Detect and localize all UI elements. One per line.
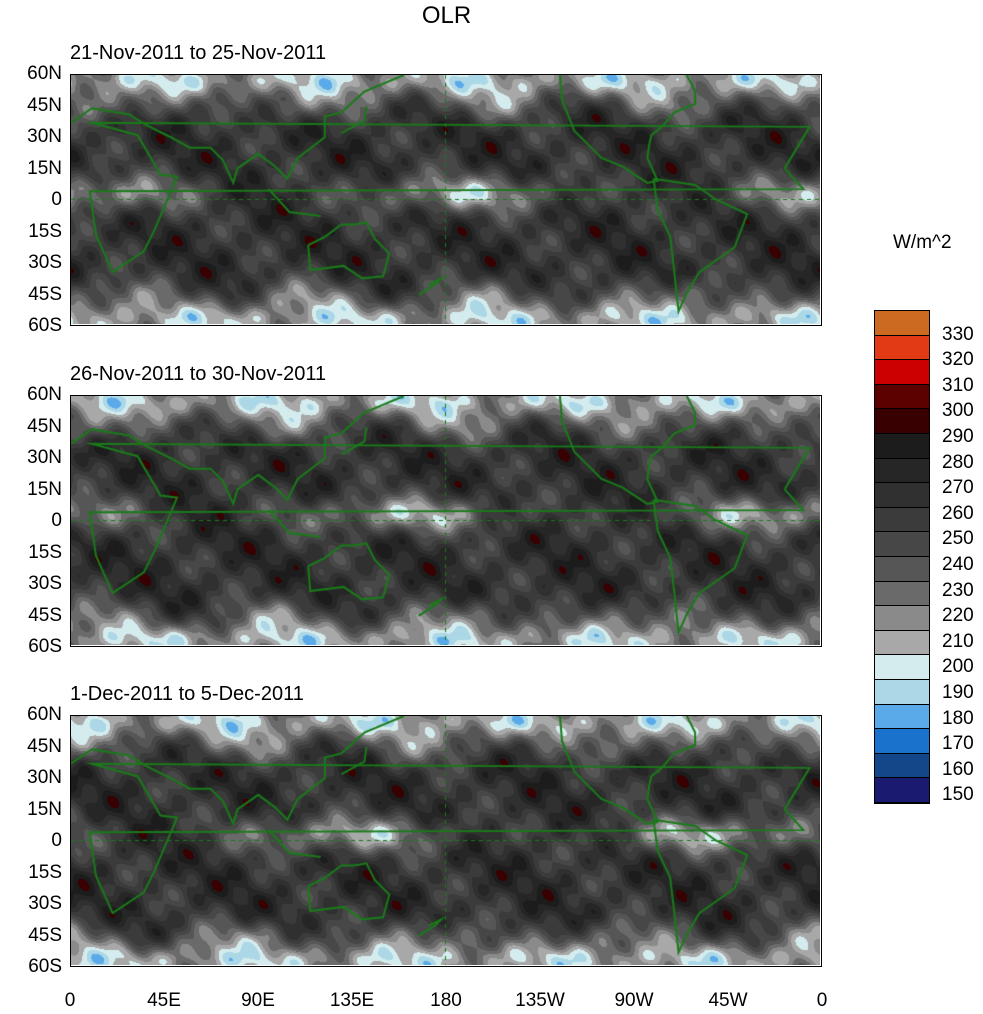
y-tick-label: 30S xyxy=(28,252,62,273)
panel-subtitle: 1-Dec-2011 to 5-Dec-2011 xyxy=(70,683,304,705)
y-tick-label: 15N xyxy=(27,478,62,500)
x-tick-label: 45W xyxy=(708,990,748,1011)
y-tick-label: 0 xyxy=(51,830,62,851)
olr-contour-field xyxy=(71,75,820,324)
chart-title: OLR xyxy=(421,2,472,29)
colorbar-label: 200 xyxy=(942,656,974,678)
x-tick-label: 180 xyxy=(430,990,462,1011)
colorbar-swatch xyxy=(875,630,929,656)
colorbar-swatch xyxy=(875,729,929,754)
y-tick-label: 30S xyxy=(28,893,62,914)
y-tick-label: 15S xyxy=(28,220,62,242)
colorbar-label: 170 xyxy=(942,733,974,755)
olr-map-panel-3 xyxy=(70,715,822,967)
y-tick-label: 30N xyxy=(27,126,62,147)
panel-subtitle: 26-Nov-2011 to 30-Nov-2011 xyxy=(70,363,327,385)
colorbar-swatch xyxy=(875,433,929,459)
y-tick-label: 60S xyxy=(28,956,62,977)
colorbar-swatch xyxy=(875,655,929,680)
y-tick-label: 45N xyxy=(27,94,62,116)
y-tick-label: 45S xyxy=(28,604,62,626)
y-tick-label: 60S xyxy=(28,636,62,657)
colorbar-label: 150 xyxy=(942,784,974,806)
colorbar-label: 220 xyxy=(942,605,974,627)
colorbar-swatch xyxy=(875,704,929,730)
colorbar-swatch xyxy=(875,581,929,607)
colorbar-label: 300 xyxy=(942,400,974,422)
y-tick-label: 15S xyxy=(28,541,62,563)
colorbar-label: 270 xyxy=(942,477,974,499)
colorbar-swatch xyxy=(875,753,929,779)
colorbar-swatch xyxy=(875,360,929,385)
y-tick-label: 60S xyxy=(28,315,62,336)
colorbar-swatch xyxy=(875,409,929,434)
y-tick-label: 30N xyxy=(27,767,62,788)
colorbar-swatch xyxy=(875,458,929,484)
y-tick-label: 60N xyxy=(27,63,62,84)
colorbar-label: 180 xyxy=(942,707,974,729)
y-tick-label: 60N xyxy=(27,384,62,405)
y-tick-label: 45S xyxy=(28,924,62,946)
y-tick-label: 15N xyxy=(27,798,62,820)
x-tick-label: 90W xyxy=(614,990,654,1011)
colorbar-swatch xyxy=(875,778,929,803)
colorbar-label: 230 xyxy=(942,579,974,601)
colorbar-label: 330 xyxy=(942,323,974,345)
colorbar-label: 160 xyxy=(942,758,974,780)
colorbar-label: 290 xyxy=(942,426,974,447)
colorbar-units: W/m^2 xyxy=(893,232,952,253)
olr-contour-field xyxy=(71,396,820,645)
y-tick-label: 45S xyxy=(28,283,62,305)
x-tick-label: 0 xyxy=(64,990,76,1011)
x-tick-label: 135E xyxy=(329,990,375,1011)
x-tick-label: 45E xyxy=(147,990,181,1011)
y-tick-label: 30N xyxy=(27,447,62,468)
colorbar xyxy=(874,310,930,804)
y-tick-label: 15S xyxy=(28,861,62,883)
olr-contour-field xyxy=(71,716,820,965)
y-tick-label: 45N xyxy=(27,415,62,437)
y-tick-label: 45N xyxy=(27,735,62,757)
x-tick-label: 90E xyxy=(241,990,275,1011)
colorbar-label: 240 xyxy=(942,554,974,575)
colorbar-swatch xyxy=(875,507,929,533)
colorbar-label: 310 xyxy=(942,374,974,396)
colorbar-swatch xyxy=(875,532,929,557)
colorbar-swatch xyxy=(875,384,929,410)
x-tick-label: 0 xyxy=(816,990,828,1011)
colorbar-label: 320 xyxy=(942,349,974,371)
y-tick-label: 0 xyxy=(51,189,62,210)
colorbar-swatch xyxy=(875,483,929,508)
colorbar-swatch xyxy=(875,335,929,361)
y-tick-label: 0 xyxy=(51,510,62,531)
y-tick-label: 60N xyxy=(27,704,62,725)
olr-map-panel-2 xyxy=(70,395,822,647)
colorbar-swatch xyxy=(875,556,929,582)
panel-subtitle: 21-Nov-2011 to 25-Nov-2011 xyxy=(70,42,327,64)
colorbar-swatch xyxy=(875,606,929,631)
colorbar-swatch xyxy=(875,311,929,336)
colorbar-label: 190 xyxy=(942,682,974,703)
colorbar-label: 260 xyxy=(942,502,974,524)
colorbar-swatch xyxy=(875,679,929,705)
colorbar-label: 210 xyxy=(942,630,974,652)
x-tick-label: 135W xyxy=(515,990,565,1011)
y-tick-label: 15N xyxy=(27,157,62,179)
y-tick-label: 30S xyxy=(28,573,62,594)
olr-map-panel-1 xyxy=(70,74,822,326)
colorbar-label: 250 xyxy=(942,528,974,550)
colorbar-label: 280 xyxy=(942,451,974,473)
